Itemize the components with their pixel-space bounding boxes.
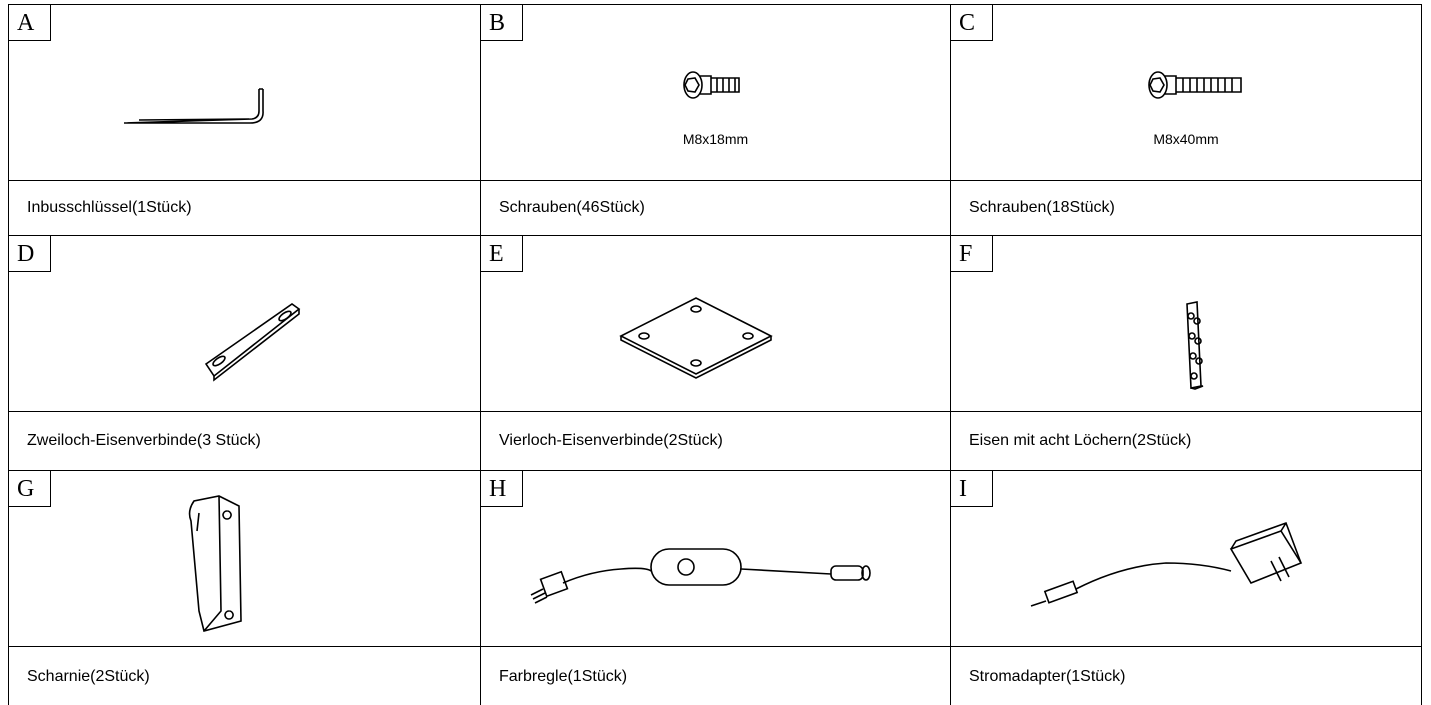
part-illustration [530, 548, 871, 604]
part-label: Zweiloch-Eisenverbinde(3 Stück) [8, 411, 481, 471]
part-letter: G [9, 471, 51, 507]
illustration-shape [650, 548, 742, 586]
part-letter: B [481, 5, 523, 41]
illustration-shape [188, 495, 242, 632]
part-image-cell: C M8x40mm [950, 4, 1422, 181]
illustration-shape [620, 336, 772, 379]
part-label: Schrauben(46Stück) [480, 180, 951, 236]
illustration-shape [204, 303, 301, 378]
illustration-shape [677, 558, 695, 576]
illustration-shape [1148, 71, 1168, 99]
part-illustration [683, 71, 740, 99]
illustration-shape [1149, 77, 1165, 93]
illustration-shape [530, 588, 548, 604]
part-label: Schrauben(18Stück) [950, 180, 1422, 236]
illustration-shape [278, 310, 292, 322]
illustration-shape [619, 297, 773, 375]
part-label: Stromadapter(1Stück) [950, 646, 1422, 705]
part-label: Vierloch-Eisenverbinde(2Stück) [480, 411, 951, 471]
part-illustration [1148, 71, 1242, 99]
part-letter: F [951, 236, 993, 272]
illustration-shape [1075, 562, 1232, 590]
part-label: Eisen mit acht Löchern(2Stück) [950, 411, 1422, 471]
illustration-shape [1195, 357, 1203, 365]
part-illustration [188, 495, 242, 632]
part-size: M8x40mm [1153, 131, 1219, 147]
illustration-shape [1165, 75, 1242, 95]
illustration-shape [830, 565, 864, 581]
part-letter: H [481, 471, 523, 507]
part-image-cell: B M8x18mm [480, 4, 951, 181]
illustration-shape [1189, 352, 1197, 360]
illustration-shape [1188, 332, 1196, 340]
part-label: Scharnie(2Stück) [8, 646, 481, 705]
illustration-shape [1193, 317, 1201, 325]
illustration-shape [1187, 312, 1195, 320]
illustration-shape [1190, 372, 1198, 380]
illustration-shape [1194, 337, 1202, 345]
illustration-shape [690, 359, 702, 367]
part-image-cell: F [950, 235, 1422, 412]
part-image-cell: G [8, 470, 481, 647]
illustration-shape [1043, 580, 1079, 604]
illustration-shape [1030, 600, 1047, 607]
part-letter: A [9, 5, 51, 41]
part-letter: E [481, 236, 523, 272]
illustration-shape [539, 570, 569, 598]
illustration-shape [1190, 385, 1204, 390]
illustration-shape [700, 75, 740, 95]
part-image-cell: A [8, 4, 481, 181]
illustration-shape [1230, 521, 1302, 582]
part-image-cell: E [480, 235, 951, 412]
part-image-cell: D [8, 235, 481, 412]
illustration-shape [684, 77, 700, 93]
illustration-shape [212, 355, 226, 367]
illustration-shape [690, 305, 702, 313]
illustration-shape [861, 565, 871, 581]
part-illustration [204, 303, 301, 382]
illustration-shape [562, 567, 832, 584]
part-letter: I [951, 471, 993, 507]
illustration-shape [123, 88, 264, 124]
part-label: Farbregle(1Stück) [480, 646, 951, 705]
part-image-cell: H [480, 470, 951, 647]
part-illustration [1030, 521, 1303, 607]
illustration-shape [638, 332, 650, 340]
part-image-cell: I [950, 470, 1422, 647]
part-illustration [123, 88, 264, 124]
part-illustration [1186, 301, 1204, 390]
part-illustration [619, 297, 773, 379]
part-size: M8x18mm [682, 131, 749, 147]
part-letter: D [9, 236, 51, 272]
part-letter: C [951, 5, 993, 41]
illustration-shape [213, 309, 300, 382]
illustration-shape [742, 332, 754, 340]
part-label: Inbusschlüssel(1Stück) [8, 180, 481, 236]
illustration-shape [683, 71, 703, 99]
